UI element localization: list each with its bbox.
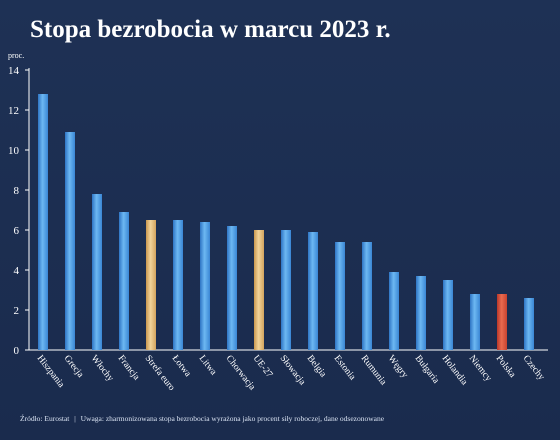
y-tick-label: 8	[14, 185, 20, 197]
footnote-note: Uwaga: zharmonizowana stopa bezrobocia w…	[80, 414, 385, 423]
bar-bułgaria	[416, 276, 426, 350]
x-tick-label: UE-27	[251, 354, 275, 380]
footnote-separator: |	[74, 414, 76, 423]
y-tick-label: 12	[8, 105, 19, 117]
bar-belgia	[308, 232, 318, 350]
y-tick-label: 4	[14, 265, 20, 277]
bar-słowacja	[281, 230, 291, 350]
x-tick-label: Słowacja	[278, 354, 308, 388]
bar-rumunia	[362, 242, 372, 350]
y-tick-label: 0	[14, 345, 20, 357]
bar-hiszpania	[38, 94, 48, 350]
bar-litwa	[200, 222, 210, 350]
x-tick-label: Bułgaria	[413, 354, 442, 387]
x-tick-label: Grecja	[62, 354, 86, 381]
x-tick-label: Niemcy	[467, 354, 494, 384]
bar-ue-27	[254, 230, 264, 350]
bar-holandia	[443, 280, 453, 350]
bar-węgry	[389, 272, 399, 350]
x-tick-label: Belgia	[305, 354, 329, 380]
x-tick-label: Litwa	[197, 354, 219, 378]
footnote: Źródło: Eurostat | Uwaga: zharmonizowana…	[20, 414, 384, 423]
y-tick-label: 10	[8, 145, 20, 157]
bar-czechy	[524, 298, 534, 350]
x-tick-label: Łotwa	[170, 354, 193, 380]
y-tick-label: 2	[14, 305, 20, 317]
y-tick-label: 6	[14, 225, 20, 237]
bar-niemcy	[470, 294, 480, 350]
x-tick-label: Polska	[494, 354, 518, 381]
x-tick-label: Francja	[116, 354, 142, 383]
x-tick-label: Holandia	[440, 354, 470, 388]
bar-włochy	[92, 194, 102, 350]
footnote-source: Źródło: Eurostat	[20, 414, 70, 423]
bars	[38, 94, 534, 350]
y-axis-unit-label: proc.	[8, 51, 24, 60]
bar-estonia	[335, 242, 345, 350]
x-tick-label: Węgry	[386, 354, 410, 381]
bar-łotwa	[173, 220, 183, 350]
x-tick-label: Rumunia	[359, 354, 389, 388]
bar-francja	[119, 212, 129, 350]
y-axis: proc. 0 2 4 6 8 10 12 14	[8, 51, 548, 357]
bar-chorwacja	[227, 226, 237, 350]
chart-title: Stopa bezrobocia w marcu 2023 r.	[30, 16, 391, 43]
bar-strefa-euro	[146, 220, 156, 350]
bar-polska	[497, 294, 507, 350]
bar-grecja	[65, 132, 75, 350]
x-tick-label: Włochy	[89, 354, 116, 384]
y-tick-label: 14	[8, 65, 20, 77]
x-tick-label: Czechy	[521, 354, 547, 383]
x-tick-label: Estonia	[332, 354, 358, 383]
